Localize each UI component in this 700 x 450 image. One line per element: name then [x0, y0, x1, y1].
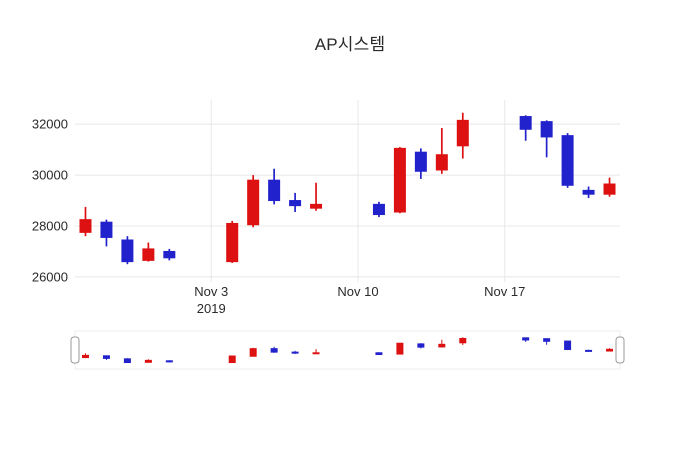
candle-body	[228, 355, 236, 364]
candlestick	[396, 342, 404, 355]
y-axis-tick-label: 26000	[32, 269, 68, 284]
candle-body	[81, 354, 89, 359]
candle-body	[142, 248, 155, 261]
y-axis-tick-label: 32000	[32, 117, 68, 132]
candlestick	[438, 339, 446, 348]
candlestick	[582, 186, 595, 198]
x-axis-tick-sublabel: 2019	[197, 301, 226, 316]
candlestick	[123, 358, 131, 364]
candle-body	[564, 340, 572, 351]
candle-body	[543, 338, 551, 342]
candlestick	[142, 242, 155, 262]
candle-body	[582, 189, 595, 195]
candle-body	[144, 359, 152, 363]
candlestick	[375, 352, 383, 356]
candlestick	[102, 355, 110, 360]
candle-body	[414, 151, 427, 172]
x-axis-tick-label: Nov 3	[194, 284, 228, 299]
candle-body	[163, 250, 176, 259]
range-slider-series	[81, 337, 614, 364]
range-slider-handle-left[interactable]	[70, 336, 80, 364]
range-slider-handle-right[interactable]	[615, 336, 625, 364]
candle-body	[603, 183, 616, 195]
candle-body	[396, 342, 404, 355]
candle-body	[226, 222, 239, 263]
candle-body	[606, 348, 614, 352]
candle-body	[312, 352, 320, 355]
candlestick	[561, 133, 574, 188]
candlestick	[564, 340, 572, 351]
candle-body	[165, 360, 173, 363]
candlestick-series	[79, 112, 616, 265]
candlestick	[270, 346, 278, 353]
candlestick	[435, 128, 448, 174]
axis-tick-labels: 26000 28000 30000 32000 Nov 3 2019 Nov 10 Nov 1…	[32, 117, 525, 316]
candlestick	[81, 353, 89, 359]
candle-body	[123, 358, 131, 364]
candlestick	[543, 338, 551, 345]
candlestick	[121, 236, 134, 265]
candle-body	[372, 203, 385, 216]
candlestick	[247, 175, 260, 228]
candlestick	[522, 337, 530, 342]
candlestick	[163, 248, 176, 261]
candlestick	[144, 359, 152, 363]
candlestick	[228, 355, 236, 364]
candle-body	[247, 179, 260, 226]
gridlines	[75, 100, 620, 282]
candle-body	[435, 154, 448, 171]
candle-body	[540, 121, 553, 138]
range-slider-rail[interactable]	[74, 330, 621, 370]
candle-body	[393, 147, 406, 213]
candlestick	[100, 219, 113, 247]
candlestick	[456, 112, 469, 159]
candle-body	[249, 348, 257, 357]
candlestick	[603, 177, 616, 197]
candlestick	[393, 147, 406, 214]
candlestick	[79, 206, 92, 237]
candle-body	[456, 119, 469, 147]
candlestick	[312, 349, 320, 355]
candle-body	[417, 343, 425, 348]
candlestick	[226, 220, 239, 263]
candle-body	[438, 343, 446, 348]
candle-body	[375, 352, 383, 356]
candle-body	[310, 203, 323, 209]
candlestick	[459, 337, 467, 345]
candlestick	[268, 168, 281, 205]
candle-body	[79, 219, 92, 233]
candle-body	[519, 116, 532, 130]
y-axis-tick-label: 30000	[32, 168, 68, 183]
candlestick	[249, 347, 257, 357]
candle-body	[522, 337, 530, 341]
candlestick	[372, 201, 385, 218]
x-axis-tick-label: Nov 17	[484, 284, 525, 299]
candlestick	[291, 350, 299, 355]
candle-body	[289, 200, 302, 207]
candlestick	[417, 343, 425, 349]
candlestick	[310, 182, 323, 211]
candle-body	[270, 348, 278, 353]
candle-body	[102, 355, 110, 359]
candle-body	[121, 239, 134, 263]
y-axis-tick-label: 28000	[32, 219, 68, 234]
chart-title: AP시스템	[314, 35, 386, 54]
candle-body	[585, 349, 593, 352]
candlestick	[585, 349, 593, 352]
candle-body	[291, 351, 299, 354]
candlestick	[289, 192, 302, 212]
candle-body	[561, 135, 574, 186]
candle-body	[459, 337, 467, 344]
candle-body	[268, 179, 281, 202]
x-axis-tick-label: Nov 10	[337, 284, 378, 299]
candle-body	[100, 221, 113, 238]
candlestick	[540, 120, 553, 158]
candlestick	[519, 115, 532, 141]
candlestick	[165, 360, 173, 363]
candlestick	[414, 148, 427, 179]
range-slider[interactable]	[70, 330, 625, 370]
candlestick	[606, 348, 614, 352]
